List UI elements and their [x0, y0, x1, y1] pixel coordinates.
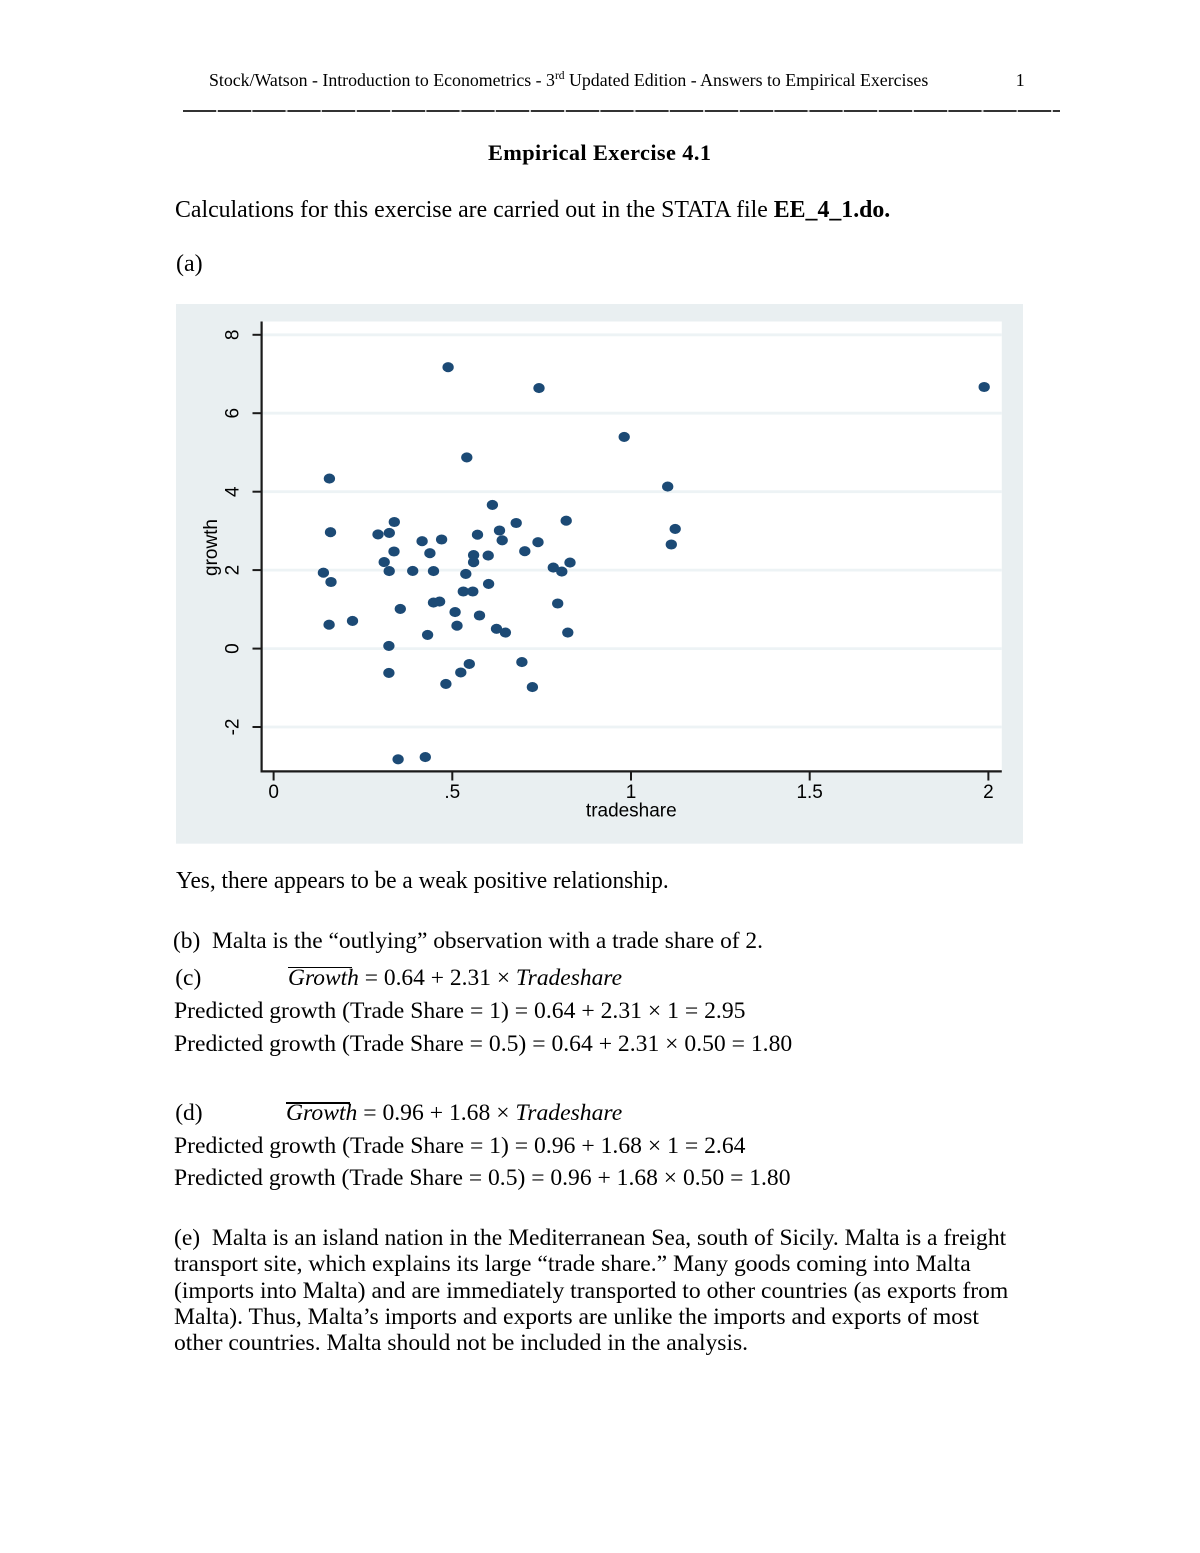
svg-text:1.5: 1.5 [796, 782, 822, 803]
svg-text:-2: -2 [222, 719, 243, 736]
svg-text:growth: growth [201, 519, 222, 576]
svg-text:.5: .5 [444, 782, 460, 803]
svg-text:8: 8 [222, 330, 243, 341]
svg-text:0: 0 [268, 782, 279, 803]
svg-text:2: 2 [222, 565, 243, 576]
svg-text:tradeshare: tradeshare [586, 801, 677, 822]
svg-text:4: 4 [222, 487, 243, 498]
svg-text:6: 6 [222, 408, 243, 419]
svg-text:0: 0 [222, 643, 243, 654]
svg-text:2: 2 [983, 782, 994, 803]
svg-text:1: 1 [625, 782, 636, 803]
